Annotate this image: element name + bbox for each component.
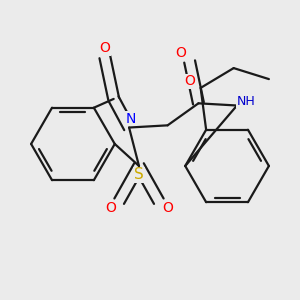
Text: NH: NH [236, 94, 255, 108]
Text: S: S [134, 167, 144, 182]
Text: O: O [176, 46, 186, 60]
Text: O: O [162, 201, 173, 215]
Text: N: N [126, 112, 136, 126]
Text: O: O [99, 41, 110, 55]
Text: O: O [184, 74, 195, 88]
Text: O: O [105, 201, 116, 215]
